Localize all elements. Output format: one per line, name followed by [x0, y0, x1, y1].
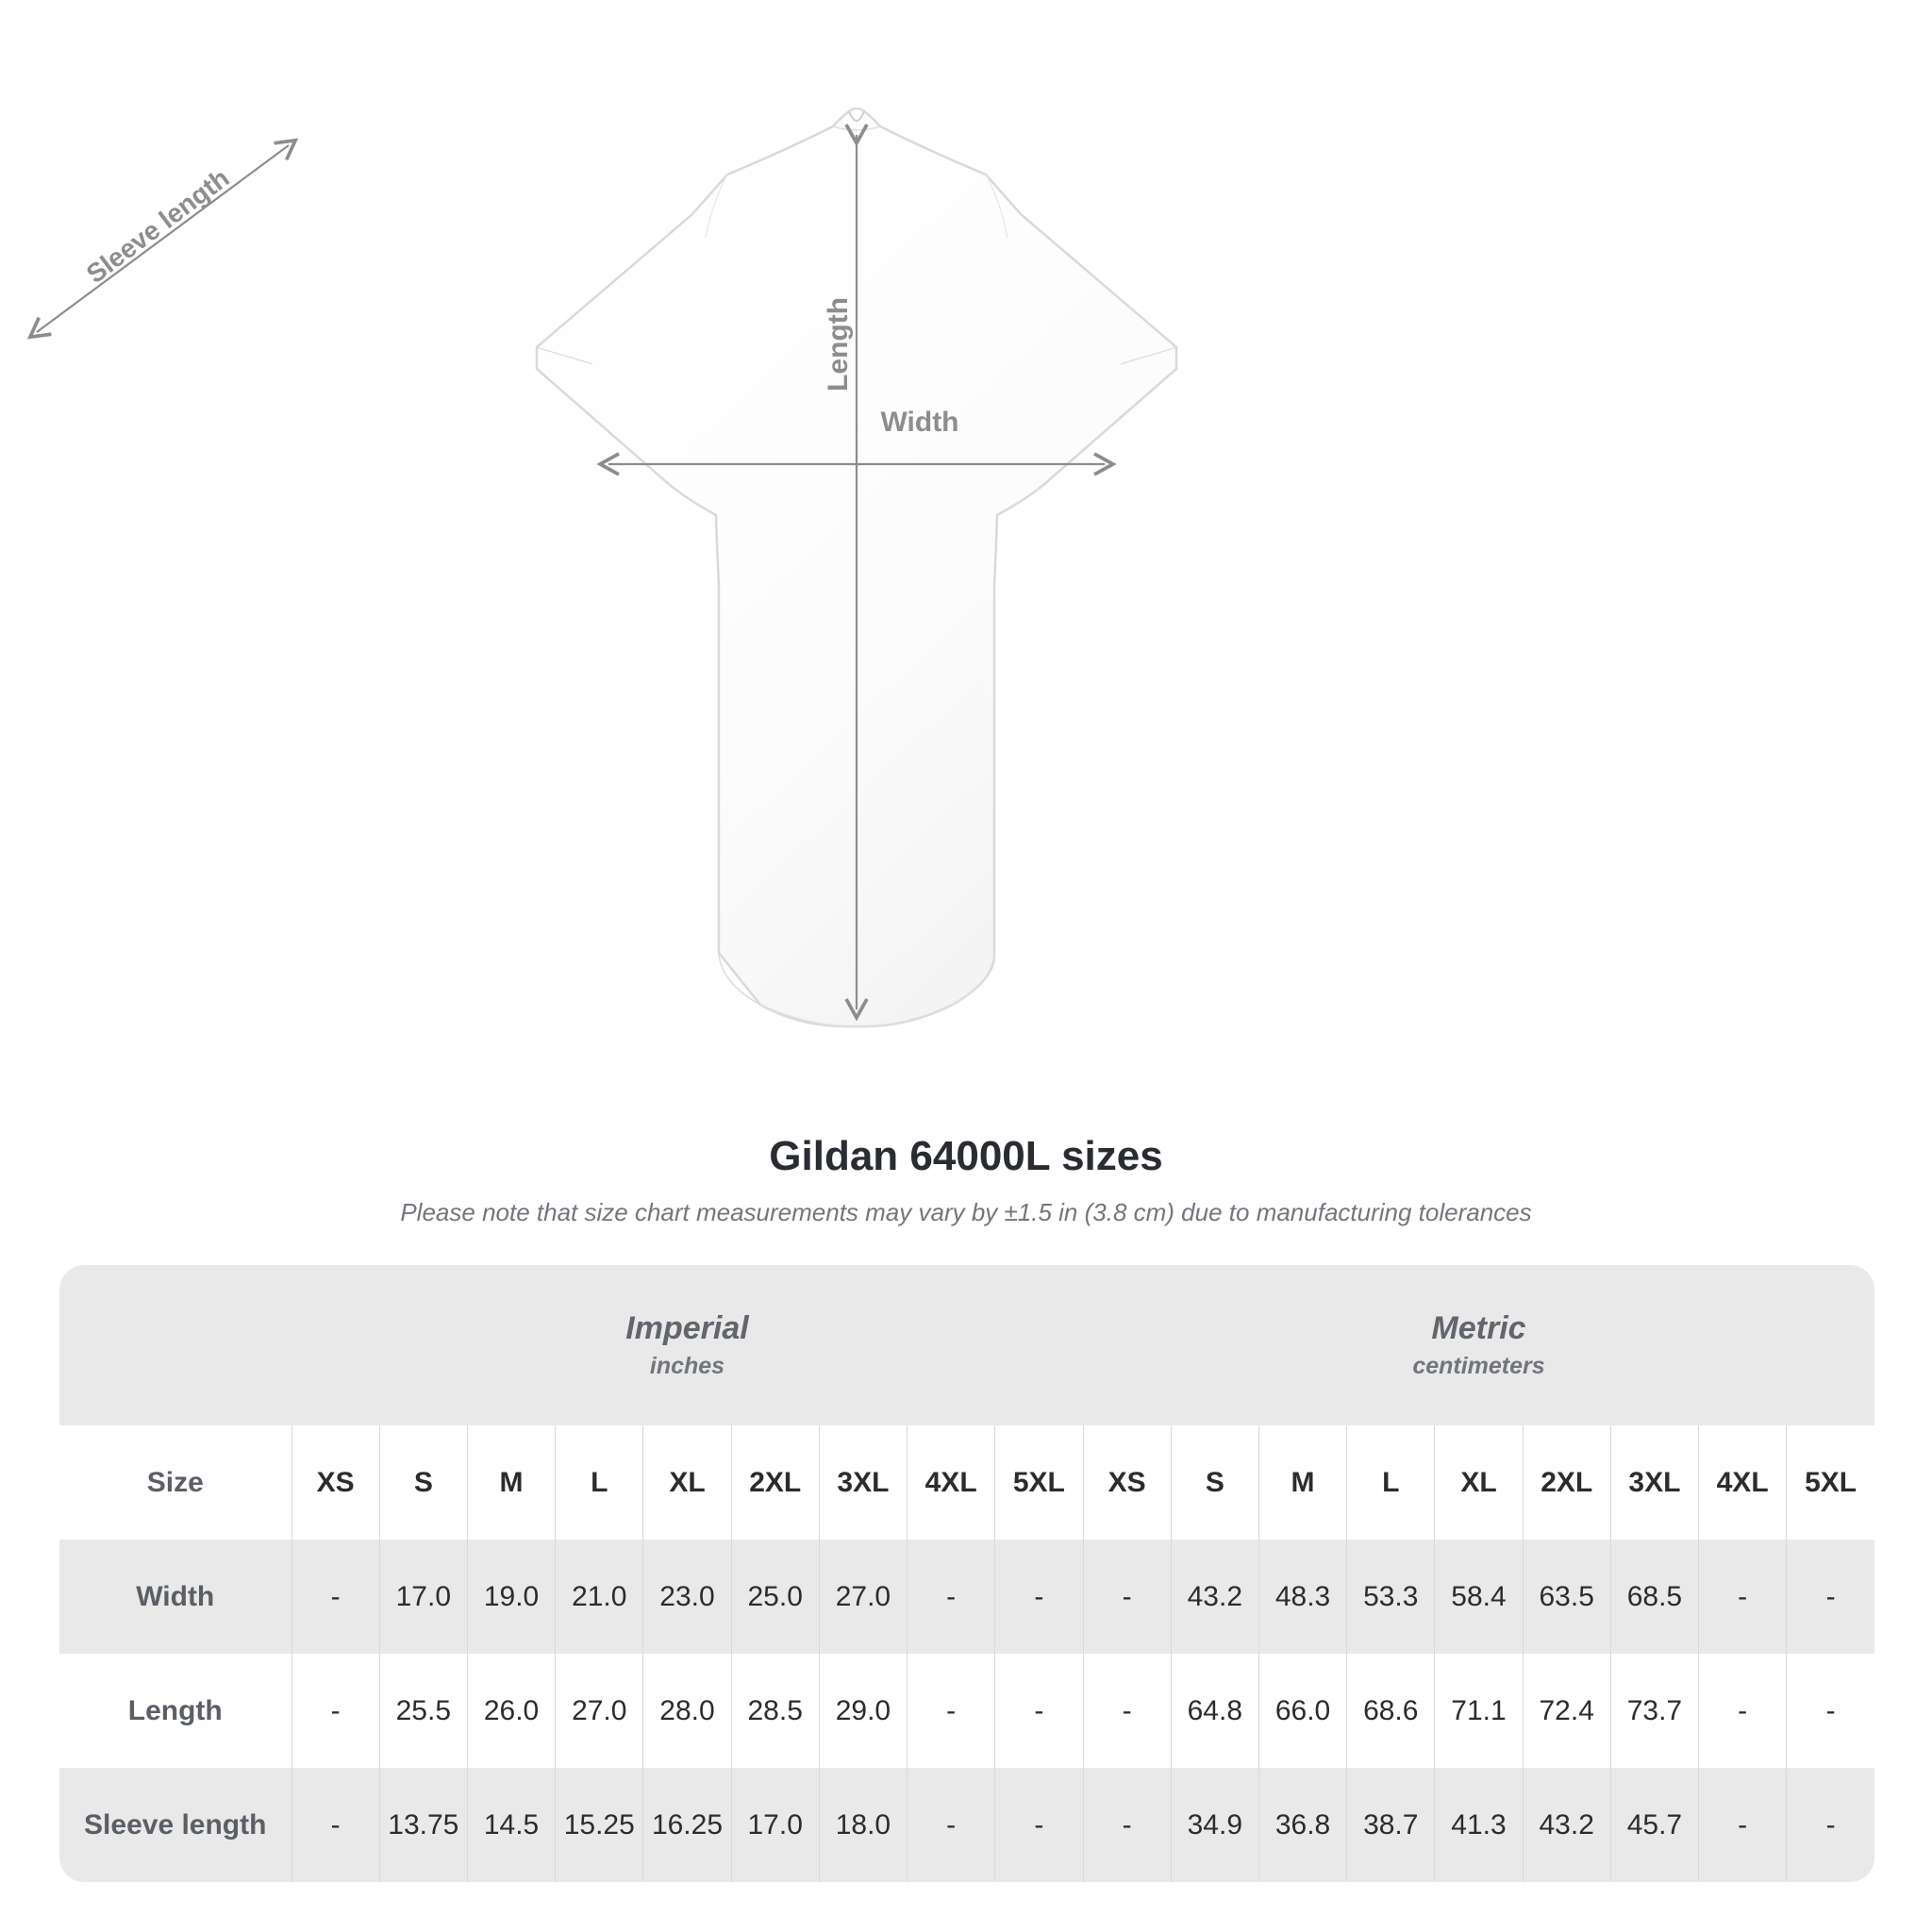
svg-text:Width: Width	[880, 407, 958, 438]
svg-text:Length: Length	[823, 297, 854, 391]
svg-text:Sleeve length: Sleeve length	[81, 163, 235, 289]
